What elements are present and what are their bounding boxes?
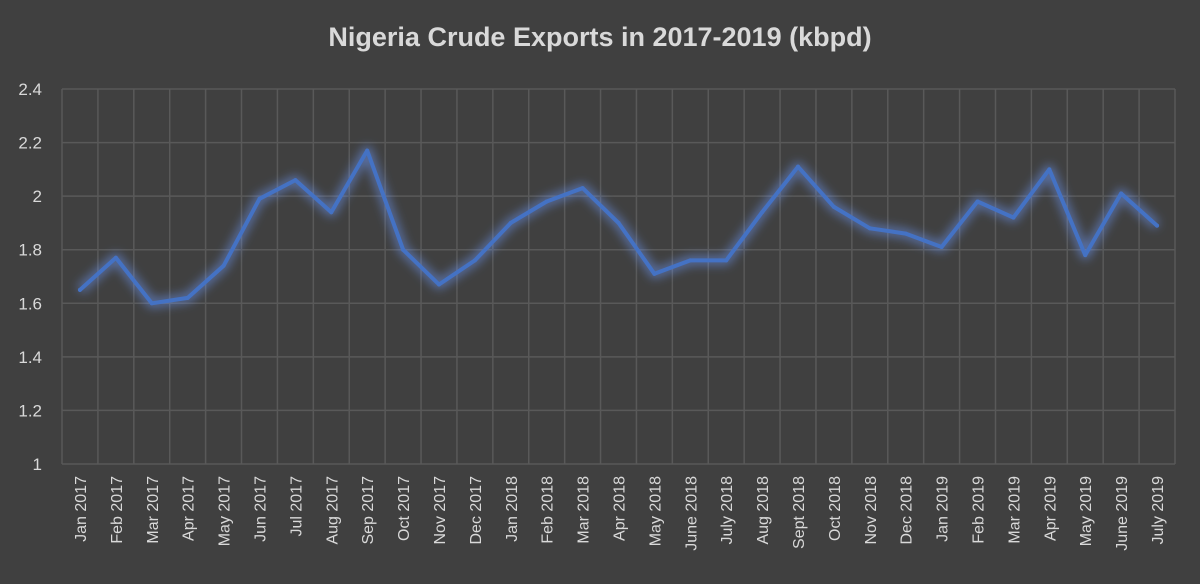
data-point (257, 196, 262, 201)
x-tick-label: Apr 2019 (1042, 476, 1059, 541)
data-point (544, 199, 549, 204)
x-tick-label: Jan 2017 (73, 476, 90, 542)
x-tick-label: Sept 2018 (791, 476, 808, 549)
data-point (185, 295, 190, 300)
data-point (796, 164, 801, 169)
y-tick-label: 2 (33, 187, 42, 206)
data-point (1119, 191, 1124, 196)
x-tick-label: June 2019 (1114, 476, 1131, 551)
y-tick-label: 2.4 (18, 80, 42, 99)
data-point (149, 301, 154, 306)
x-tick-label: May 2018 (647, 476, 664, 546)
y-tick-label: 1.8 (18, 241, 42, 260)
y-tick-label: 1.4 (18, 348, 42, 367)
x-tick-label: July 2018 (719, 476, 736, 545)
x-tick-label: Dec 2017 (468, 476, 485, 545)
y-tick-label: 1.6 (18, 294, 42, 313)
x-tick-label: Oct 2018 (827, 476, 844, 541)
x-tick-label: Aug 2018 (755, 476, 772, 545)
x-tick-label: Sep 2017 (360, 476, 377, 545)
data-point (401, 247, 406, 252)
data-point (724, 258, 729, 263)
x-tick-label: Feb 2018 (540, 476, 557, 544)
x-tick-label: Jan 2019 (935, 476, 952, 542)
y-tick-label: 2.2 (18, 134, 42, 153)
x-tick-label: Nov 2018 (863, 476, 880, 545)
data-point (221, 263, 226, 268)
data-point (760, 210, 765, 215)
data-point (831, 204, 836, 209)
x-tick-label: Feb 2017 (109, 476, 126, 544)
data-point (688, 258, 693, 263)
data-point (365, 148, 370, 153)
y-tick-label: 1.2 (18, 401, 42, 420)
x-tick-label: Mar 2019 (1006, 476, 1023, 544)
data-point (1011, 215, 1016, 220)
data-point (652, 271, 657, 276)
data-point (975, 199, 980, 204)
x-tick-label: Feb 2019 (971, 476, 988, 544)
data-point (508, 220, 513, 225)
data-point (77, 287, 82, 292)
data-point (616, 220, 621, 225)
data-point (293, 178, 298, 183)
x-tick-label: July 2019 (1150, 476, 1167, 545)
x-tick-label: Apr 2017 (181, 476, 198, 541)
x-tick-label: Jan 2018 (504, 476, 521, 542)
data-point (939, 245, 944, 250)
data-point (329, 210, 334, 215)
x-tick-label: Mar 2017 (145, 476, 162, 544)
data-point (1155, 223, 1160, 228)
x-tick-label: Aug 2017 (324, 476, 341, 545)
y-tick-label: 1 (33, 455, 42, 474)
data-point (903, 231, 908, 236)
x-tick-label: Nov 2017 (432, 476, 449, 545)
data-point (113, 255, 118, 260)
data-point (580, 186, 585, 191)
x-tick-label: Oct 2017 (396, 476, 413, 541)
x-tick-label: Mar 2018 (576, 476, 593, 544)
x-tick-label: May 2019 (1078, 476, 1095, 546)
data-point (1047, 167, 1052, 172)
x-tick-label: Jun 2017 (252, 476, 269, 542)
data-point (436, 282, 441, 287)
data-point (867, 226, 872, 231)
x-tick-label: Dec 2018 (899, 476, 916, 545)
x-tick-label: Jul 2017 (288, 476, 305, 537)
data-point (472, 258, 477, 263)
chart-title: Nigeria Crude Exports in 2017-2019 (kbpd… (328, 22, 872, 52)
x-tick-label: Apr 2018 (612, 476, 629, 541)
x-tick-label: May 2017 (217, 476, 234, 546)
data-point (1083, 253, 1088, 258)
x-tick-label: June 2018 (683, 476, 700, 551)
